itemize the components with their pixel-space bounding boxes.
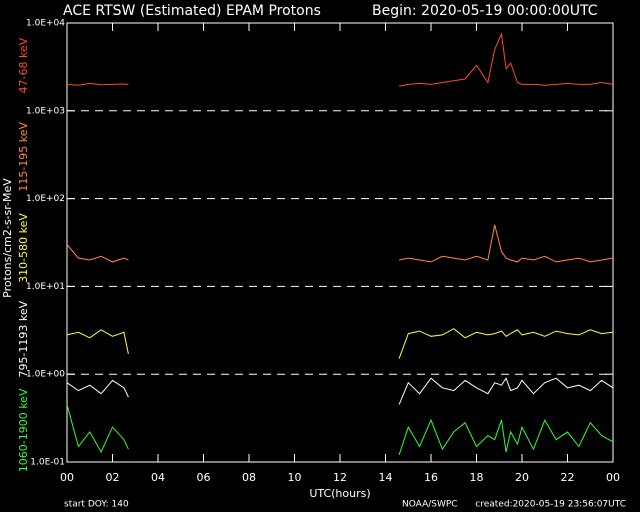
x-tick-label: 06 xyxy=(197,471,211,484)
footer-right: created:2020-05-19 23:56:07UTC xyxy=(475,500,626,510)
x-tick-label: 10 xyxy=(288,471,302,484)
x-tick-label: 08 xyxy=(242,471,256,484)
x-tick-label: 20 xyxy=(515,471,529,484)
footer-left: start DOY: 140 xyxy=(64,500,129,510)
y-tick-label: 1.0E+01 xyxy=(26,282,65,292)
x-axis-label: UTC(hours) xyxy=(309,487,370,500)
legend-label: 310-580 keV xyxy=(17,213,30,283)
chart-subtitle: Begin: 2020-05-19 00:00:00UTC xyxy=(372,3,598,19)
x-tick-label: 02 xyxy=(106,471,120,484)
y-tick-label: 1.0E+04 xyxy=(26,19,65,29)
x-tick-label: 00 xyxy=(606,471,620,484)
x-tick-label: 14 xyxy=(379,471,393,484)
chart-title: ACE RTSW (Estimated) EPAM Protons xyxy=(63,3,321,19)
y-axis-label: Protons/cm2-s-sr-MeV xyxy=(1,178,14,298)
footer-middle: NOAA/SWPC xyxy=(402,500,458,510)
x-tick-label: 00 xyxy=(60,471,74,484)
series-line xyxy=(66,328,614,359)
y-tick-label: 1.0E-01 xyxy=(30,458,65,468)
x-tick-label: 12 xyxy=(333,471,347,484)
y-tick-label: 1.0E+02 xyxy=(26,194,65,204)
x-tick-label: 22 xyxy=(561,471,575,484)
x-tick-label: 04 xyxy=(151,471,165,484)
y-tick-label: 1.0E+00 xyxy=(26,370,65,380)
x-tick-label: 18 xyxy=(470,471,484,484)
legend-label: 795-1193 keV xyxy=(17,300,30,377)
legend-label: 1060-1900 keV xyxy=(17,388,30,472)
y-tick-label: 1.0E+03 xyxy=(26,106,65,116)
legend-label: 115-195 keV xyxy=(17,121,30,191)
series-line xyxy=(66,404,614,456)
x-tick-label: 16 xyxy=(424,471,438,484)
legend-label: 47-68 keV xyxy=(17,37,30,93)
series-line xyxy=(66,377,614,405)
series-line xyxy=(66,32,614,87)
series-line xyxy=(66,224,614,263)
